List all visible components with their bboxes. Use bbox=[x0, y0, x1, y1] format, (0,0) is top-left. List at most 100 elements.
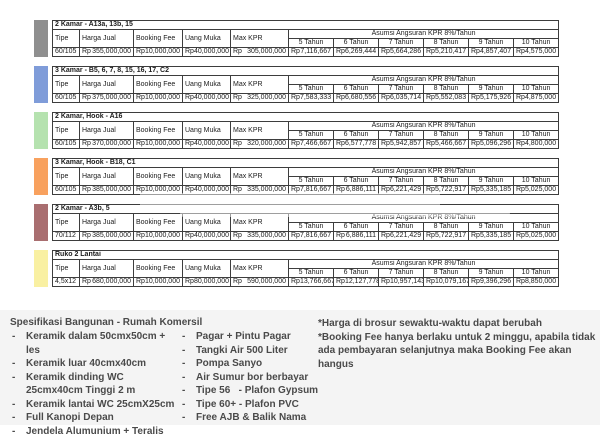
header-harga-jual: Harga Jual bbox=[80, 122, 134, 140]
currency-label: Rp bbox=[185, 186, 194, 194]
currency-label: Rp bbox=[185, 48, 194, 56]
header-booking-fee: Booking Fee bbox=[134, 122, 183, 140]
header-max-kpr: Max KPR bbox=[231, 168, 289, 186]
header-year-6: 6 Tahun bbox=[334, 177, 379, 186]
header-year-7: 7 Tahun bbox=[379, 177, 424, 186]
spec-item: Full Kanopi Depan bbox=[10, 411, 180, 425]
footnote: *Harga di brosur sewaktu-waktu dapat ber… bbox=[318, 317, 596, 331]
header-uang-muka: Uang Muka bbox=[183, 76, 231, 94]
currency-label: Rp bbox=[516, 278, 525, 286]
currency-label: Rp bbox=[291, 94, 300, 102]
header-max-kpr: Max KPR bbox=[231, 76, 289, 94]
header-tipe: Tipe bbox=[53, 122, 80, 140]
header-year-6: 6 Tahun bbox=[334, 85, 379, 94]
currency-label: Rp bbox=[136, 186, 145, 194]
price-list-sheet: 2 Kamar - A13a, 13b, 15 Tipe Harga Jual … bbox=[0, 0, 600, 425]
currency-label: Rp bbox=[336, 278, 345, 286]
spec-item: Pompa Sanyo bbox=[180, 357, 320, 371]
currency-label: Rp bbox=[426, 48, 435, 56]
header-year-10: 10 Tahun bbox=[514, 223, 559, 232]
header-year-5: 5 Tahun bbox=[289, 39, 334, 48]
currency-label: Rp bbox=[82, 48, 91, 56]
block-color-bar bbox=[34, 250, 48, 287]
price-block: 3 Kamar - B5, 6, 7, 8, 15, 16, 17, C2 Ti… bbox=[34, 66, 600, 103]
currency-label: Rp bbox=[516, 186, 525, 194]
header-year-10: 10 Tahun bbox=[514, 85, 559, 94]
header-year-6: 6 Tahun bbox=[334, 131, 379, 140]
price-table: 3 Kamar, Hook - B18, C1 Tipe Harga Jual … bbox=[52, 158, 559, 195]
header-tipe: Tipe bbox=[53, 30, 80, 48]
currency-label: Rp bbox=[381, 94, 390, 102]
header-year-8: 8 Tahun bbox=[424, 269, 469, 278]
price-block: 2 Kamar - A13a, 13b, 15 Tipe Harga Jual … bbox=[34, 20, 600, 57]
currency-label: Rp bbox=[291, 48, 300, 56]
header-year-9: 9 Tahun bbox=[469, 269, 514, 278]
price-table: 2 Kamar - A13a, 13b, 15 Tipe Harga Jual … bbox=[52, 20, 559, 57]
header-year-6: 6 Tahun bbox=[334, 223, 379, 232]
currency-label: Rp bbox=[185, 278, 194, 286]
currency-label: Rp bbox=[185, 140, 194, 148]
currency-label: Rp bbox=[426, 186, 435, 194]
header-max-kpr: Max KPR bbox=[231, 214, 289, 232]
header-uang-muka: Uang Muka bbox=[183, 260, 231, 278]
tipe-value: 60/105 bbox=[53, 94, 80, 103]
header-harga-jual: Harga Jual bbox=[80, 260, 134, 278]
header-year-7: 7 Tahun bbox=[379, 85, 424, 94]
tipe-value: 60/105 bbox=[53, 48, 80, 57]
header-max-kpr: Max KPR bbox=[231, 30, 289, 48]
header-year-10: 10 Tahun bbox=[514, 39, 559, 48]
price-table: Ruko 2 Lantai Tipe Harga Jual Booking Fe… bbox=[52, 250, 559, 287]
header-year-9: 9 Tahun bbox=[469, 223, 514, 232]
spec-item: Keramik lantai WC 25cmX25cm bbox=[10, 398, 180, 412]
currency-label: Rp bbox=[336, 186, 345, 194]
header-booking-fee: Booking Fee bbox=[134, 76, 183, 94]
header-year-9: 9 Tahun bbox=[469, 85, 514, 94]
header-uang-muka: Uang Muka bbox=[183, 30, 231, 48]
spec-column-2: Pagar + Pintu Pagar Tangki Air 500 Liter… bbox=[180, 330, 320, 425]
spec-item: Tipe 60+ - Plafon PVC bbox=[180, 398, 320, 412]
currency-label: Rp bbox=[185, 94, 194, 102]
header-booking-fee: Booking Fee bbox=[134, 30, 183, 48]
footnotes: *Harga di brosur sewaktu-waktu dapat ber… bbox=[318, 317, 596, 371]
header-year-8: 8 Tahun bbox=[424, 39, 469, 48]
currency-label: Rp bbox=[516, 48, 525, 56]
spec-item: Keramik dinding WC 25cmx40cm Tinggi 2 m bbox=[10, 371, 180, 398]
currency-label: Rp bbox=[426, 140, 435, 148]
header-year-9: 9 Tahun bbox=[469, 177, 514, 186]
header-asumsi: Asumsi Angsuran KPR 8%/Tahun bbox=[289, 122, 559, 131]
spec-item: Tipe 56 - Plafon Gypsum bbox=[180, 384, 320, 398]
price-tables: 2 Kamar - A13a, 13b, 15 Tipe Harga Jual … bbox=[0, 20, 600, 296]
currency-label: Rp bbox=[336, 140, 345, 148]
currency-label: Rp bbox=[291, 232, 300, 240]
header-max-kpr: Max KPR bbox=[231, 122, 289, 140]
block-title: Ruko 2 Lantai bbox=[53, 251, 559, 260]
header-year-8: 8 Tahun bbox=[424, 177, 469, 186]
